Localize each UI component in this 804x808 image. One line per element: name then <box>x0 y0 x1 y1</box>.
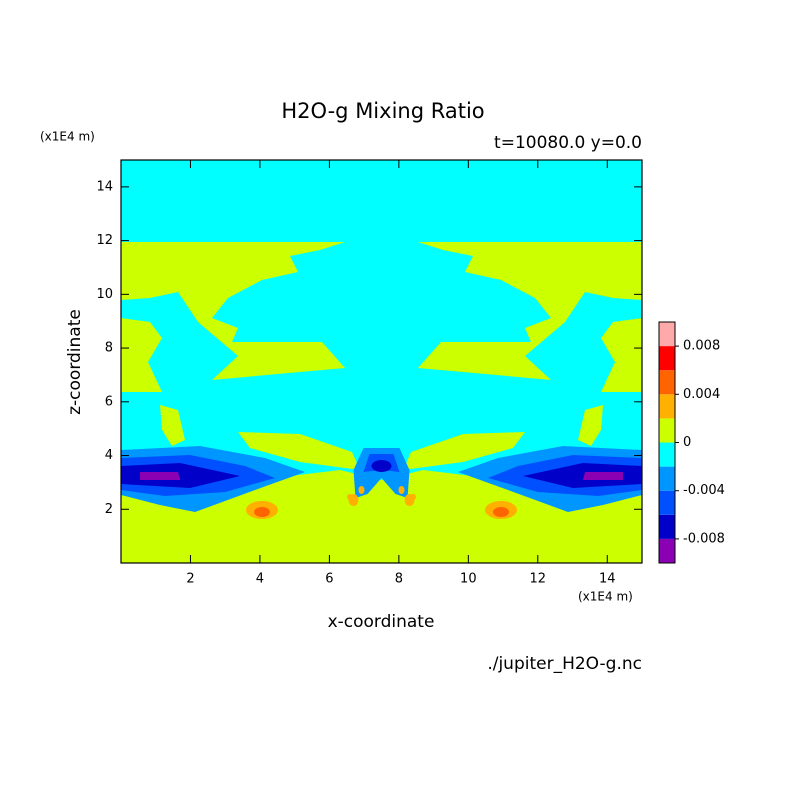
source-label: ./jupiter_H2O-g.nc <box>487 654 642 674</box>
colorbar-box <box>659 322 675 347</box>
colorbar-box <box>659 346 675 371</box>
colorbar-tick-label: 0.004 <box>683 387 720 402</box>
contour-region <box>418 242 642 380</box>
x-tick-label: 12 <box>530 572 547 587</box>
contour-region <box>523 463 642 488</box>
y-tick-label: 14 <box>96 179 113 194</box>
colorbar-box <box>659 538 675 563</box>
contour-region <box>493 507 509 517</box>
y-unit: (x1E4 m) <box>40 130 95 144</box>
y-tick-label: 2 <box>105 502 113 517</box>
contour-region <box>371 460 392 472</box>
contour-region <box>160 405 185 446</box>
colorbar-tick-label: -0.004 <box>683 483 725 498</box>
x-axis-label: x-coordinate <box>328 612 435 632</box>
contour-region <box>121 470 642 563</box>
contour-region <box>121 242 345 380</box>
x-unit: (x1E4 m) <box>578 590 633 604</box>
colorbar-tick-label: 0 <box>683 435 691 450</box>
colorbar-box <box>659 466 675 491</box>
chart-subtitle: t=10080.0 y=0.0 <box>494 133 642 153</box>
x-tick-label: 2 <box>186 572 194 587</box>
contour-region <box>583 472 623 480</box>
contour-region <box>578 405 603 446</box>
contour-region <box>398 486 405 494</box>
colorbar-box <box>659 514 675 539</box>
colorbar-box <box>659 418 675 443</box>
contour-region <box>601 318 642 392</box>
x-tick-label: 14 <box>599 572 616 587</box>
contour-region <box>358 486 365 494</box>
x-tick-label: 10 <box>460 572 477 587</box>
colorbar-tick-label: 0.008 <box>683 339 720 354</box>
x-tick-label: 8 <box>395 572 403 587</box>
contour-region <box>410 494 416 500</box>
y-tick-label: 10 <box>96 287 113 302</box>
colorbar-tick-label: -0.008 <box>683 531 725 546</box>
plot-frame <box>120 159 643 564</box>
colorbar-box <box>659 490 675 515</box>
contour-region <box>254 507 270 517</box>
chart-title: H2O-g Mixing Ratio <box>281 99 484 123</box>
colorbar-box <box>659 370 675 395</box>
y-tick-label: 12 <box>96 233 113 248</box>
colorbar-box <box>659 442 675 467</box>
contour-region <box>140 472 180 480</box>
y-tick-label: 8 <box>105 341 113 356</box>
contour-region <box>121 463 240 488</box>
y-tick-label: 4 <box>105 448 113 463</box>
contour-region <box>403 432 525 470</box>
colorbar-box <box>659 394 675 419</box>
x-tick-label: 4 <box>256 572 264 587</box>
y-tick-label: 6 <box>105 394 113 409</box>
y-axis-label: z-coordinate <box>65 309 85 415</box>
contour-region <box>238 432 360 470</box>
contour-region <box>347 494 353 500</box>
x-tick-label: 6 <box>325 572 333 587</box>
contour-region <box>121 318 162 392</box>
plot-area <box>121 160 642 563</box>
